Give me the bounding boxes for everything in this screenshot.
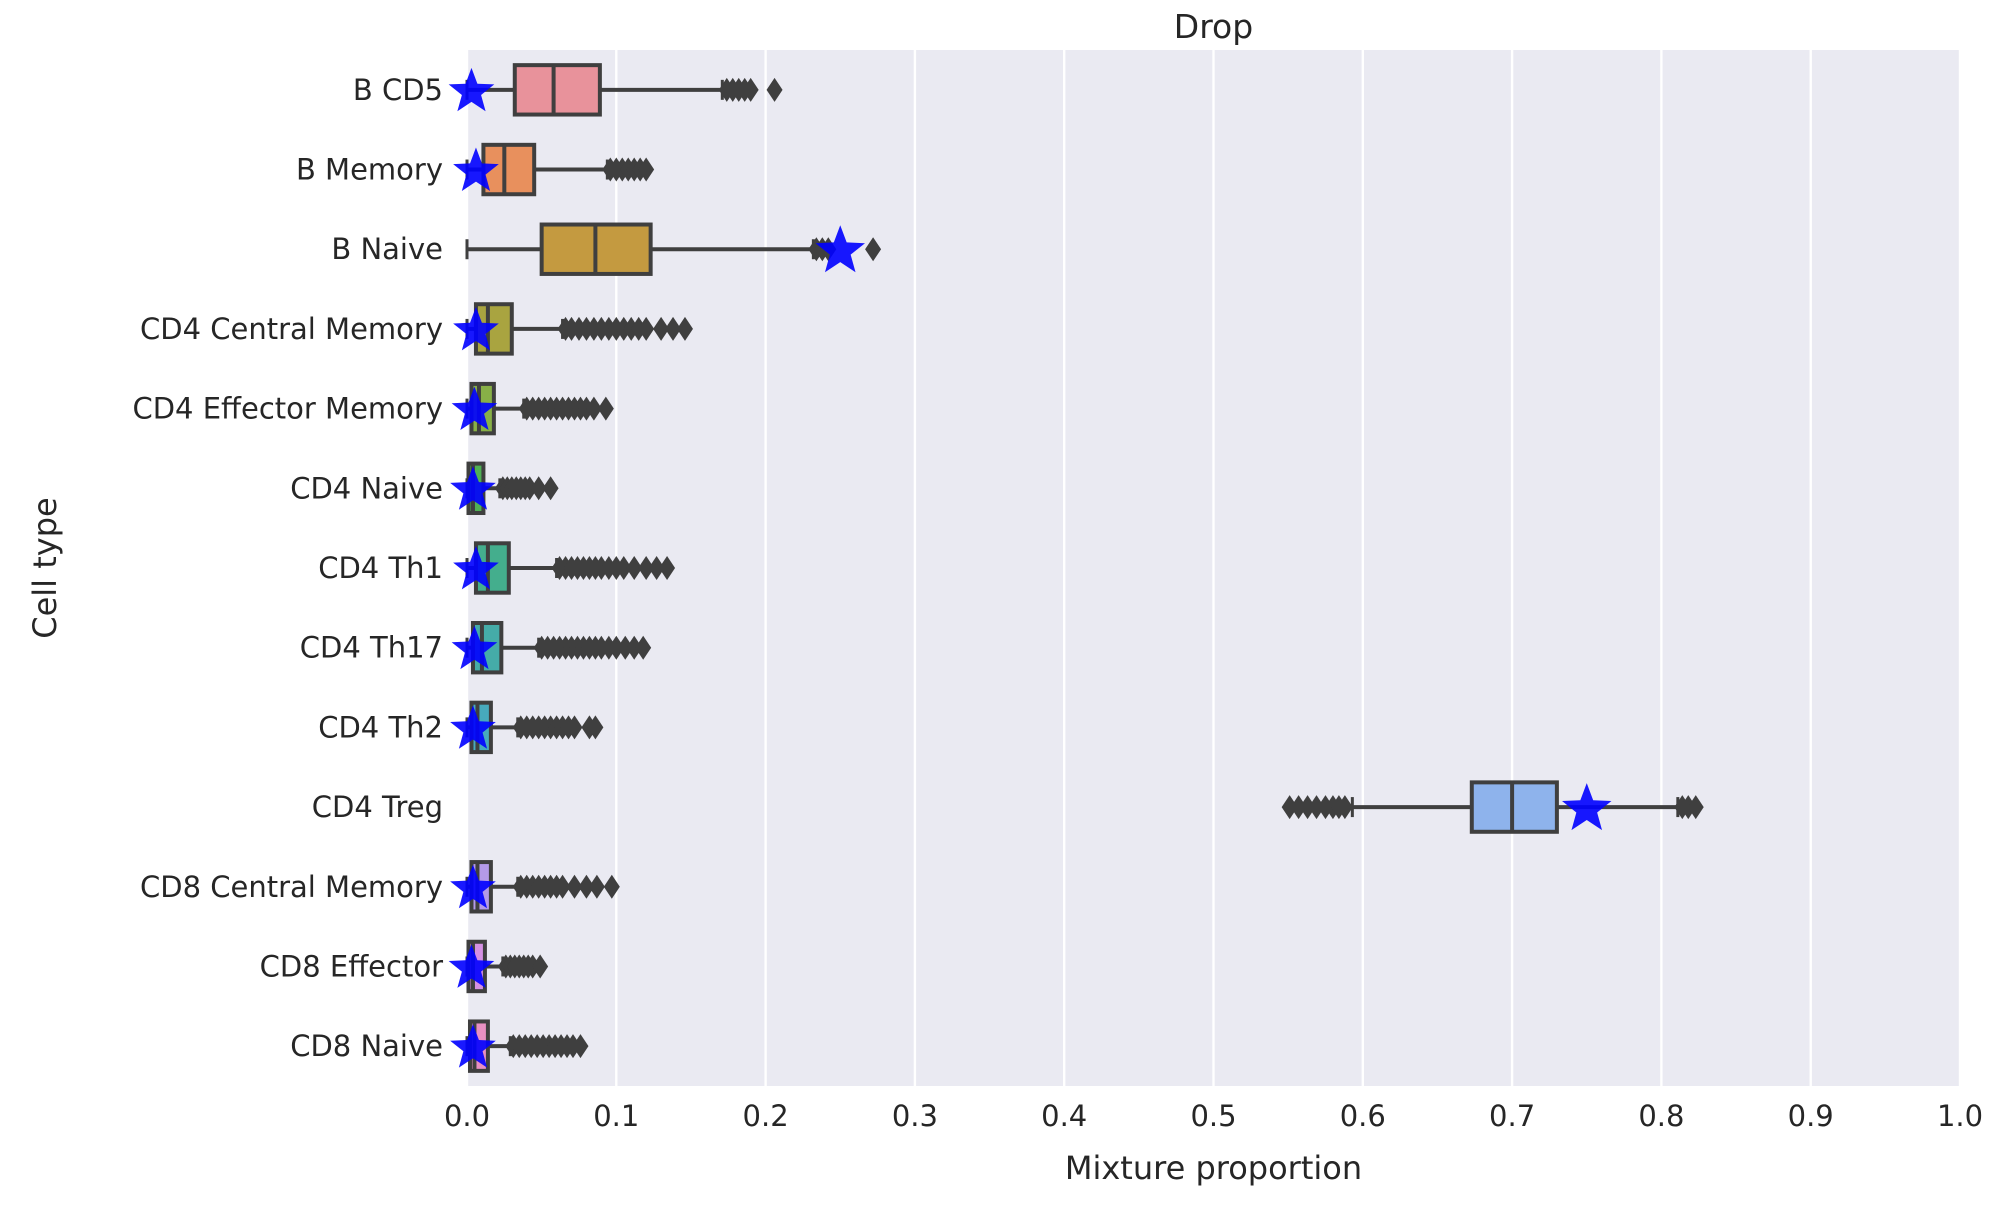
star-marker (453, 306, 499, 351)
y-tick-label: CD4 Naive (290, 471, 443, 505)
y-tick-label: CD4 Treg (312, 790, 443, 824)
box-group (465, 302, 693, 356)
outlier-marker (603, 874, 620, 899)
outlier-marker (608, 635, 625, 660)
y-tick-label: CD8 Effector (260, 949, 443, 983)
outlier-marker (648, 556, 665, 580)
outlier-marker (638, 157, 655, 182)
outlier-marker (659, 556, 676, 580)
x-tick-label: 0.2 (743, 1099, 789, 1133)
outlier-marker (1290, 795, 1307, 820)
y-tick-label: B Memory (296, 153, 443, 187)
y-tick-label: B Naive (331, 232, 443, 266)
outlier-marker (1336, 795, 1353, 820)
star-marker (815, 225, 865, 273)
y-tick-label: CD8 Central Memory (140, 870, 443, 904)
outlier-marker (587, 715, 604, 740)
star-marker (450, 705, 496, 749)
y-tick-label: CD4 Th17 (300, 631, 443, 665)
box-group (465, 620, 652, 675)
star-marker (453, 546, 499, 590)
outlier-marker (566, 715, 583, 740)
star-marker (448, 67, 495, 112)
x-axis-title: Mixture proportion (1065, 1149, 1362, 1187)
outlier-marker (665, 316, 682, 341)
star-marker (451, 386, 498, 431)
outlier-marker (653, 316, 670, 341)
outlier-marker (588, 874, 605, 899)
box-group (465, 222, 882, 276)
outlier-marker (626, 556, 643, 580)
x-tick-label: 0.0 (444, 1099, 490, 1133)
x-tick-label: 0.9 (1788, 1099, 1834, 1133)
chart-title: Drop (1174, 7, 1253, 46)
outlier-marker (626, 635, 643, 660)
y-tick-label: CD4 Th1 (318, 551, 443, 585)
y-tick-label: CD8 Naive (290, 1029, 443, 1063)
outlier-marker (638, 316, 655, 341)
y-tick-label: CD4 Effector Memory (132, 392, 443, 426)
outlier-marker (1308, 795, 1325, 820)
box-iqr (1469, 780, 1559, 834)
outlier-marker (615, 556, 632, 580)
x-tick-label: 0.5 (1190, 1099, 1236, 1133)
x-tick-label: 0.4 (1041, 1099, 1087, 1133)
boxes (465, 63, 1704, 1073)
star-marker (1562, 783, 1612, 831)
outlier-marker (532, 954, 549, 979)
x-tick-label: 0.1 (593, 1099, 639, 1133)
outlier-marker (566, 874, 583, 899)
x-tick-label: 0.8 (1638, 1099, 1684, 1133)
outlier-marker (676, 316, 693, 341)
outlier-marker (572, 1034, 589, 1059)
outlier-marker (554, 874, 571, 899)
y-tick-label: CD4 Th2 (318, 710, 443, 744)
outlier-marker (635, 635, 652, 660)
outlier-marker (865, 237, 882, 262)
outlier-marker (1299, 795, 1316, 820)
outlier-marker (742, 77, 759, 102)
outlier-marker (530, 476, 547, 501)
x-tick-label: 0.6 (1340, 1099, 1386, 1133)
outlier-marker (578, 874, 595, 899)
true-proportion-markers (448, 67, 1612, 1068)
y-axis-title: Cell type (26, 497, 64, 638)
x-tick-label: 1.0 (1937, 1099, 1983, 1133)
outlier-marker (1281, 795, 1298, 820)
x-tick-label: 0.7 (1489, 1099, 1535, 1133)
box-group (465, 63, 783, 117)
outlier-marker (766, 77, 783, 102)
box-iqr (512, 63, 602, 117)
box-group (465, 541, 676, 595)
star-marker (450, 466, 496, 510)
outlier-marker (585, 396, 602, 421)
box-group (465, 700, 604, 755)
outlier-marker (617, 635, 634, 660)
outlier-marker (542, 476, 559, 501)
star-marker (450, 1024, 496, 1068)
star-marker (448, 944, 495, 988)
y-tick-labels: B CD5 B Memory B Naive CD4 Central Memory CD… (132, 73, 443, 1063)
x-tick-labels: 0.0 0.1 0.2 0.3 0.4 0.5 0.6 0.7 0.8 0.9 1.0 (444, 1099, 1983, 1133)
y-tick-label: B CD5 (353, 73, 443, 107)
y-tick-label: CD4 Central Memory (140, 312, 443, 346)
star-marker (453, 147, 499, 191)
star-marker (450, 864, 496, 909)
x-tick-label: 0.3 (892, 1099, 938, 1133)
outlier-marker (1687, 795, 1704, 820)
star-marker (451, 625, 498, 670)
outlier-marker (597, 396, 614, 421)
outlier-marker (521, 476, 538, 501)
outlier-marker (638, 556, 655, 580)
